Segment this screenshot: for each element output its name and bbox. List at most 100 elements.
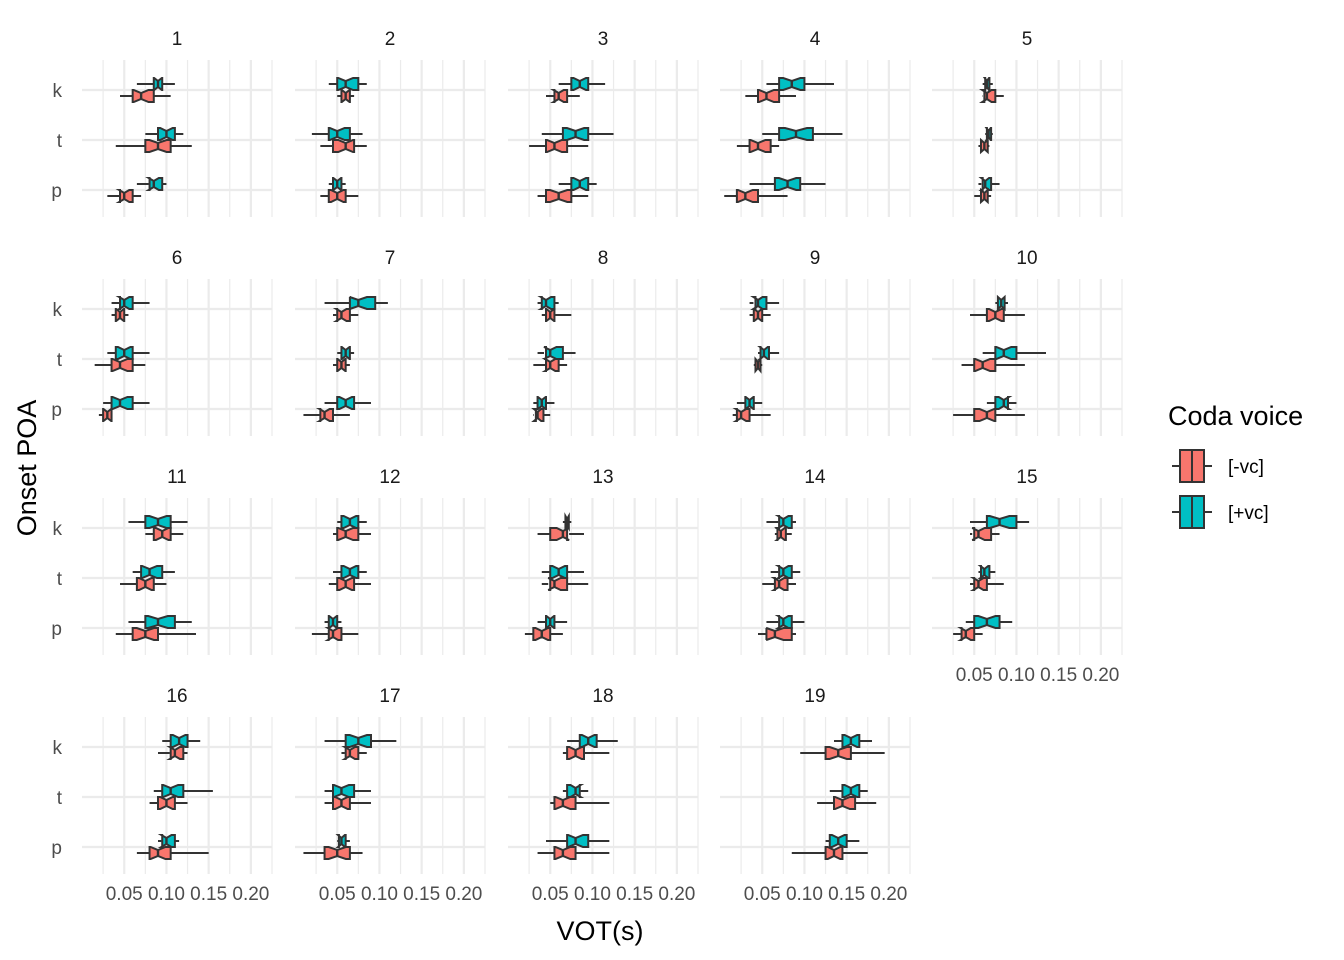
panel-11: 11 (82, 467, 273, 655)
box-k-plus-vc (162, 734, 201, 748)
box-body (145, 177, 164, 191)
box-body (566, 784, 585, 798)
box-body (161, 784, 185, 798)
box-body (332, 784, 356, 798)
legend-label: [-vc] (1228, 457, 1264, 478)
x-tick-label: 0.15 (828, 884, 865, 905)
box-body (315, 408, 334, 422)
box-k-plus-vc (324, 296, 388, 310)
box-p-plus-vc (986, 396, 1017, 410)
y-tick-label: p (51, 181, 62, 202)
box-t-minus-vc (120, 577, 167, 591)
box-p-plus-vc (335, 834, 350, 848)
y-tick-label: k (53, 519, 63, 540)
box-k-plus-vc (328, 77, 367, 91)
box-k-plus-vc (136, 77, 175, 91)
box-k-plus-vc (128, 515, 188, 529)
box-body (336, 77, 360, 91)
box-body (110, 358, 134, 372)
box-t-plus-vc (145, 127, 184, 141)
y-tick-label: p (51, 619, 62, 640)
box-t-minus-vc (550, 796, 610, 810)
box-t-minus-vc (961, 358, 1025, 372)
box-body (994, 396, 1013, 410)
box-k-minus-vc (546, 89, 580, 103)
box-body (140, 565, 164, 579)
box-t-minus-vc (333, 358, 350, 372)
x-tick-label: 0.10 (148, 884, 185, 905)
box-body (957, 627, 976, 641)
box-t-plus-vc (829, 784, 868, 798)
box-body (750, 296, 768, 310)
box-p-plus-vc (766, 615, 805, 629)
box-body (549, 527, 570, 541)
panel-3: 3 (508, 29, 699, 217)
box-body (973, 358, 997, 372)
box-t-minus-vc (978, 137, 990, 155)
panel-7: 7 (295, 248, 486, 436)
panel-grid (932, 279, 1123, 436)
box-t-plus-vc (757, 346, 780, 360)
box-p-minus-vc (303, 408, 350, 422)
box-p-plus-vc (324, 396, 371, 410)
panel-9: 9 (720, 248, 911, 436)
box-body (157, 834, 176, 848)
box-k-plus-vc (970, 515, 1030, 529)
panel-grid (932, 60, 1123, 217)
box-p-minus-vc (537, 189, 589, 203)
box-t-minus-vc (324, 796, 371, 810)
panel-strip-label: 13 (592, 467, 613, 488)
box-t-plus-vc (562, 784, 589, 798)
box-p-plus-vc (825, 834, 860, 848)
box-body (774, 615, 793, 629)
box-body (537, 296, 556, 310)
panel-grid (82, 60, 273, 217)
box-p-minus-vc (311, 627, 359, 641)
box-body (770, 577, 789, 591)
panel-13: 13 (508, 467, 699, 655)
panel-strip-label: 2 (385, 29, 396, 50)
box-p-minus-vc (537, 846, 610, 860)
panel-strip-label: 4 (810, 29, 821, 50)
panel-strip-label: 19 (804, 686, 825, 707)
box-k-minus-vc (111, 308, 129, 322)
box-p-plus-vc (558, 177, 597, 191)
y-tick-label: t (57, 788, 63, 809)
box-k-plus-vc (562, 512, 572, 532)
box-p-plus-vc (128, 615, 192, 629)
panel-strip-label: 12 (379, 467, 400, 488)
panel-10: 10 (932, 248, 1123, 436)
box-p-minus-vc (758, 627, 796, 641)
box-t-minus-vc (753, 356, 763, 374)
x-tick-label: 0.10 (786, 884, 823, 905)
box-t-minus-vc (328, 577, 371, 591)
x-tick-label: 0.05 (319, 884, 356, 905)
box-p-plus-vc (736, 396, 763, 410)
box-p-minus-vc (98, 408, 113, 422)
panel-grid (508, 60, 699, 217)
box-body (969, 577, 988, 591)
box-body (994, 346, 1018, 360)
box-t-minus-vc (762, 577, 796, 591)
box-p-minus-vc (115, 627, 196, 641)
box-p-minus-vc (531, 408, 551, 422)
legend-entries: [-vc] [+vc] (1172, 449, 1269, 529)
box-body (324, 627, 343, 641)
x-tick-label: 0.10 (574, 884, 611, 905)
box-k-minus-vc (333, 527, 371, 541)
panel-strip-label: 8 (598, 248, 609, 269)
box-body (543, 346, 564, 360)
box-p-plus-vc (965, 615, 1013, 629)
x-tick-label: 0.20 (658, 884, 695, 905)
box-p-plus-vc (749, 177, 826, 191)
box-body (553, 846, 577, 860)
y-tick-label: p (51, 838, 62, 859)
panel-grid (720, 717, 911, 874)
box-body (978, 89, 997, 103)
legend-entry-plus-vc: [+vc] (1172, 495, 1269, 529)
y-tick-labels: k t p k t p k t p k t p (51, 81, 62, 859)
box-body (332, 308, 351, 322)
box-body (541, 358, 560, 372)
box-k-plus-vc (537, 296, 559, 310)
